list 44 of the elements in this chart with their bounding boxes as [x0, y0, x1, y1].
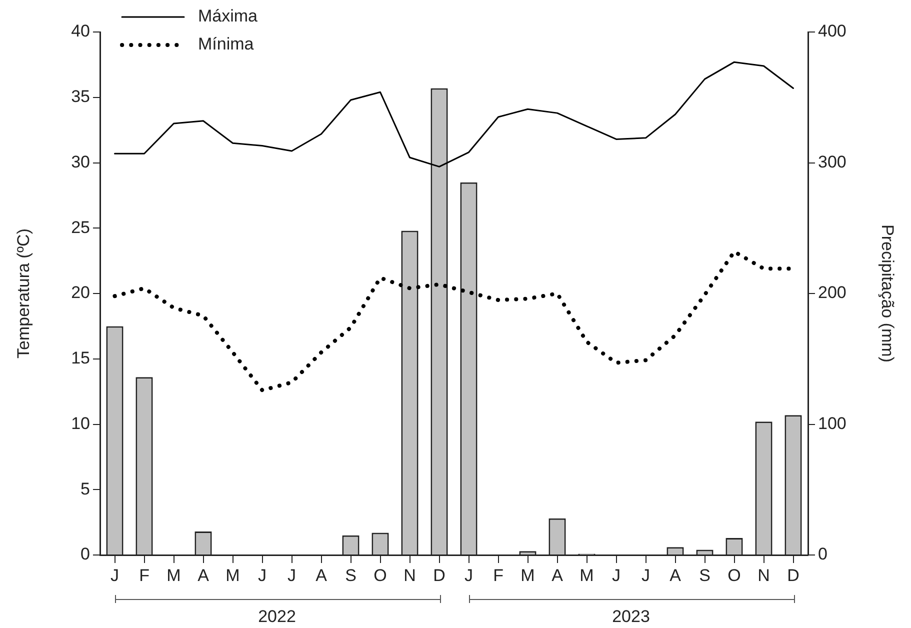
x-tick-label: M: [520, 566, 535, 585]
x-tick-label: A: [552, 566, 564, 585]
y2-axis-title: Precipitação (mm): [878, 224, 898, 362]
legend-label: Mínima: [198, 34, 254, 54]
y2-tick-label: 300: [818, 152, 846, 172]
x-tick-label: J: [612, 566, 620, 585]
x-tick-label: J: [288, 566, 296, 585]
y-tick-label: 35: [71, 87, 90, 106]
x-tick-label: M: [580, 566, 594, 585]
x-tick-label: D: [433, 566, 446, 585]
y-tick-label: 15: [71, 348, 90, 368]
x-tick-label: N: [758, 566, 770, 585]
y-tick-label: 20: [71, 283, 90, 302]
x-tick-label: N: [404, 566, 416, 585]
y2-tick-label: 0: [818, 544, 828, 564]
x-tick-label: A: [198, 566, 210, 585]
x-tick-label: F: [139, 566, 150, 585]
y-tick-label: 25: [71, 218, 90, 237]
x-tick-label: A: [316, 566, 328, 585]
text: 2022: [258, 607, 296, 627]
x-tick-label: S: [345, 566, 356, 585]
x-tick-label: J: [110, 566, 119, 585]
legend-label: Máxima: [198, 6, 258, 26]
x-tick-label: J: [464, 566, 473, 585]
text: 2023: [612, 607, 650, 627]
y-axis-title: Temperatura (ºC): [14, 228, 33, 358]
x-tick-label: J: [642, 566, 650, 585]
y2-tick-label: 400: [818, 22, 846, 41]
y-tick-label: 5: [80, 479, 90, 498]
x-tick-label: F: [493, 566, 504, 585]
x-tick-label: M: [166, 566, 181, 585]
y-tick-label: 30: [71, 152, 90, 172]
x-tick-label: O: [728, 566, 741, 585]
y-tick-label: 0: [80, 544, 90, 564]
y2-tick-label: 100: [818, 414, 846, 433]
y-tick-label: 10: [71, 414, 90, 433]
y-tick-label: 40: [71, 22, 90, 41]
x-tick-label: D: [787, 566, 800, 585]
y2-tick-label: 200: [818, 283, 846, 302]
x-tick-label: S: [699, 566, 710, 585]
x-tick-label: O: [374, 566, 387, 585]
x-tick-label: A: [670, 566, 682, 585]
x-tick-label: J: [258, 566, 266, 585]
x-tick-label: M: [226, 566, 240, 585]
